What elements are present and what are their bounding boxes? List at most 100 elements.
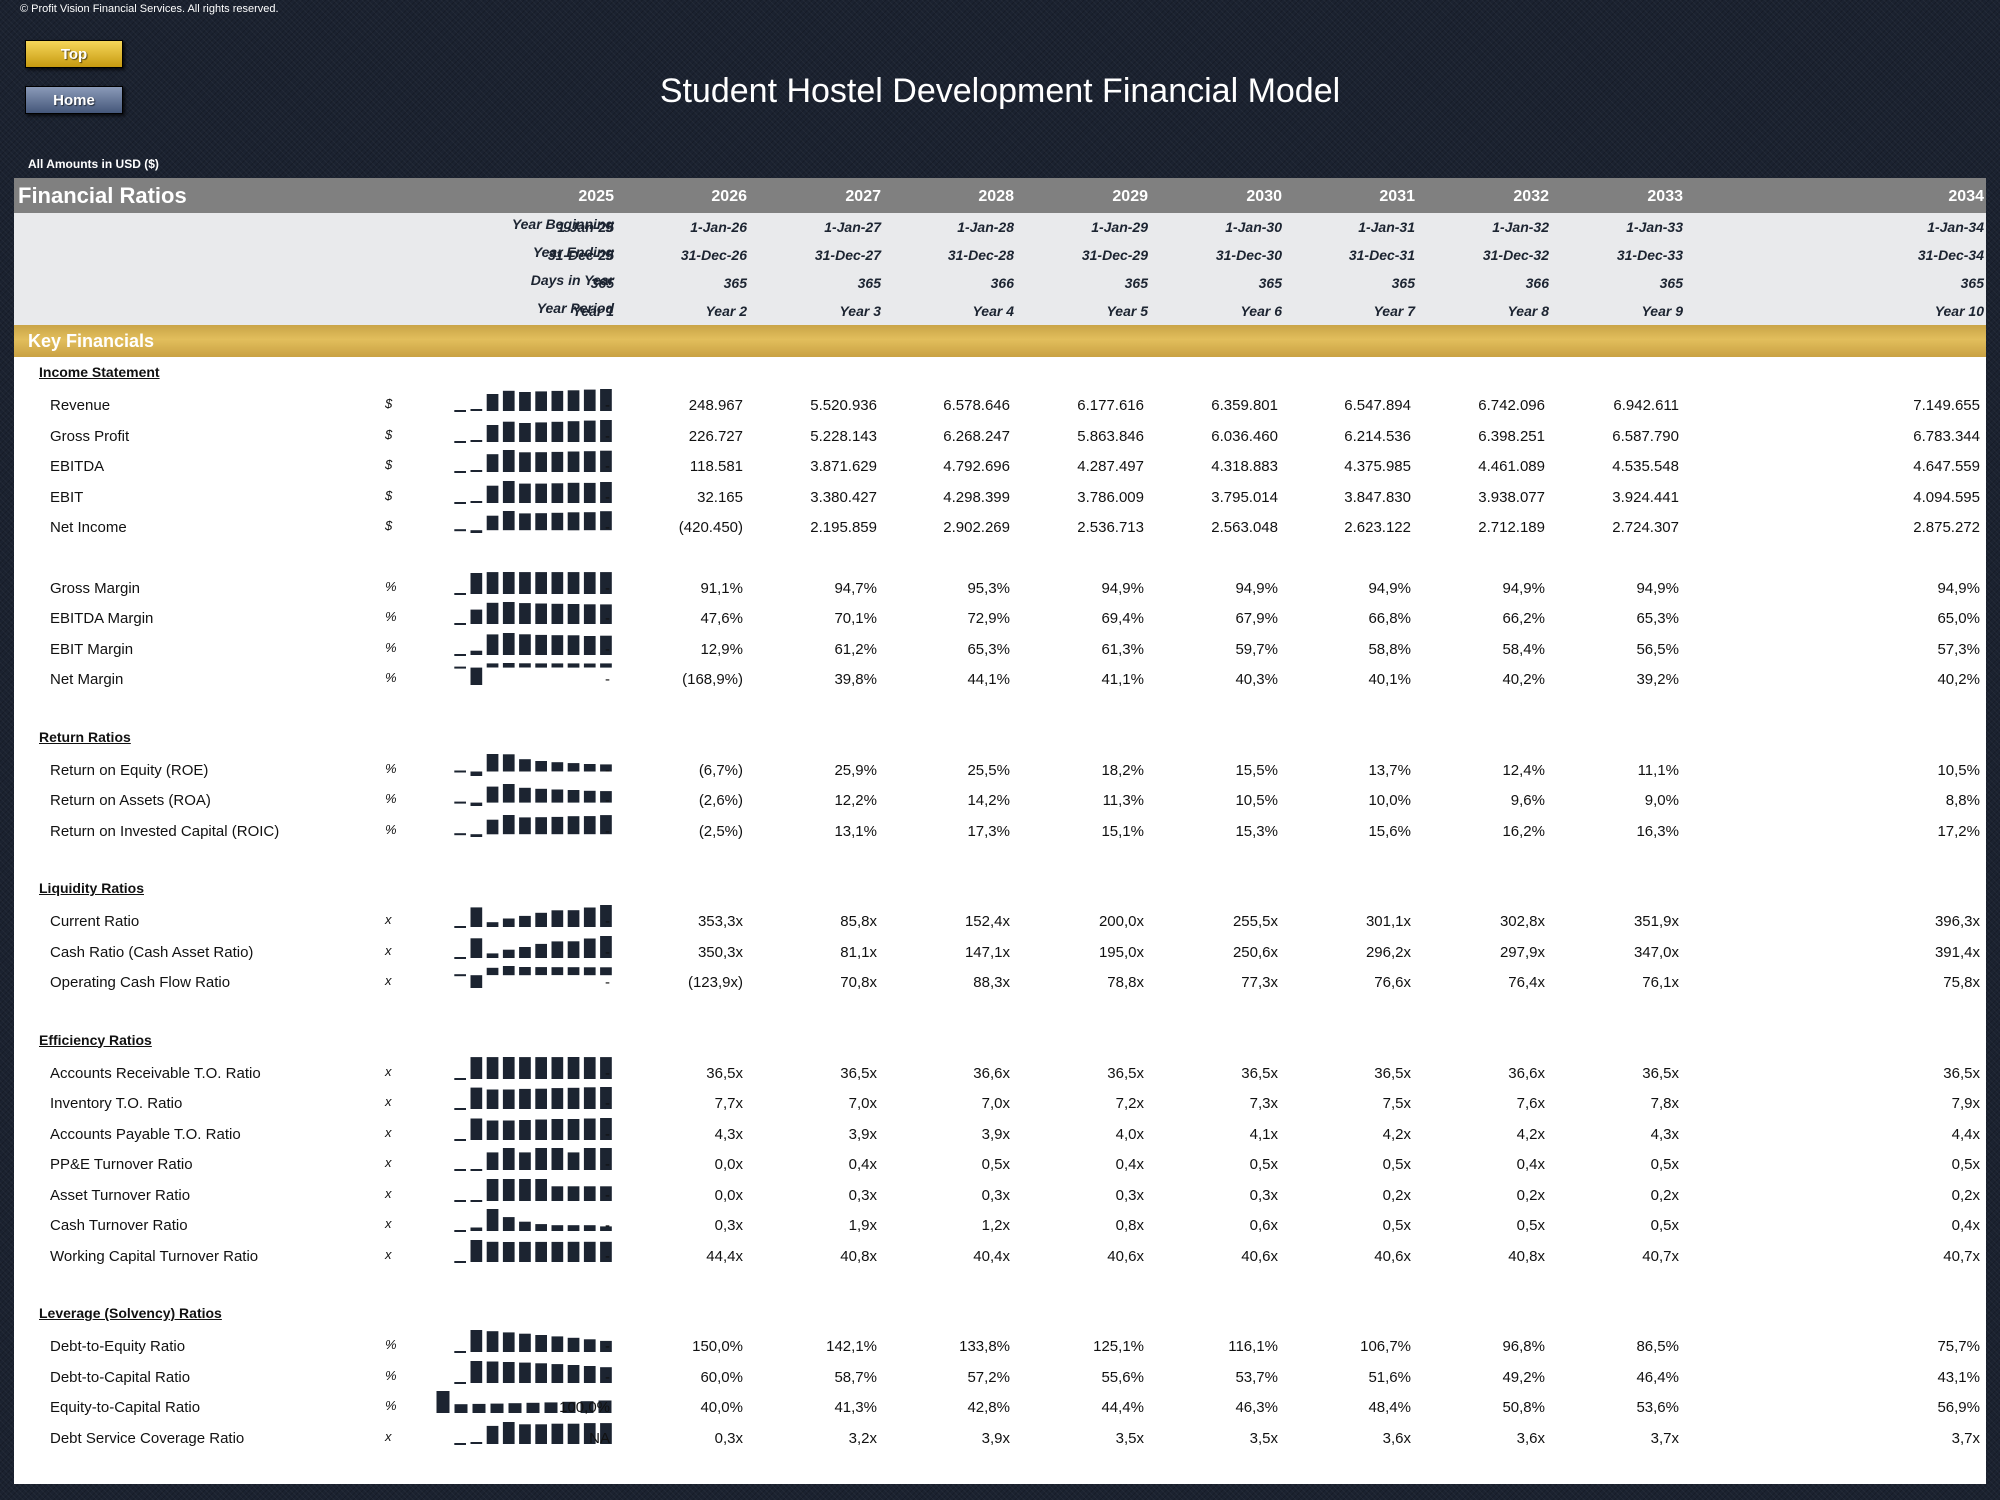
unit-label: % [385, 1337, 397, 1352]
sparkline-bar [551, 761, 564, 771]
sparkline-bar [470, 439, 483, 442]
sparkline-bar [535, 1148, 547, 1170]
sparkline-bar [535, 1362, 547, 1383]
sparkline-bar [472, 1403, 486, 1413]
row-value: 296,2x [1365, 943, 1411, 961]
row-value: 94,9% [1502, 579, 1545, 597]
row-value: 17,2% [1937, 822, 1980, 840]
sparkline-bar [567, 967, 580, 976]
row-value: 75,7% [1937, 1338, 1980, 1355]
sparkline-bar [486, 571, 499, 594]
meta-value: 1-Jan-29 [1091, 219, 1148, 235]
sparkline-bar [567, 1364, 580, 1383]
sparkline-bar [600, 905, 612, 927]
row-value: 0,3x [714, 1217, 743, 1234]
sparkline-bar [583, 907, 596, 927]
sparkline-bar [535, 391, 547, 411]
row-value: 297,9x [1499, 943, 1545, 961]
sparkline-bar [502, 1361, 515, 1383]
meta-value: 31-Dec-25 [547, 247, 614, 263]
sparkline-bar [502, 753, 515, 771]
row-label: Cash Ratio (Cash Asset Ratio) [50, 943, 254, 961]
row-label: EBITDA Margin [50, 610, 154, 627]
sparkline-chart [454, 753, 612, 776]
row-value: 55,6% [1101, 1368, 1144, 1386]
sparkline-bar [486, 424, 499, 442]
row-value: 4.535.548 [1612, 458, 1679, 475]
unit-label: % [385, 821, 397, 837]
row-label: Net Income [50, 519, 127, 536]
sparkline-bar [454, 1381, 466, 1384]
row-value: - [605, 792, 610, 809]
row-label: EBITDA [50, 458, 105, 475]
unit-label: % [385, 639, 397, 655]
sparkline-bar [454, 1077, 466, 1080]
row-value: - [605, 1125, 610, 1143]
sparkline-bar [583, 512, 596, 531]
unit-label: % [385, 609, 397, 624]
sparkline-bar [470, 500, 483, 503]
sparkline-bar [551, 1423, 564, 1444]
sparkline-bar [470, 975, 483, 988]
sparkline-bar [519, 1241, 531, 1262]
row-value: 12,9% [700, 640, 743, 658]
row-value: 3,5x [1249, 1429, 1278, 1447]
row-value: - [605, 913, 610, 930]
sparkline-bar [567, 420, 580, 442]
row-value: 106,7% [1360, 1338, 1411, 1355]
sparkline-bar [567, 482, 580, 503]
row-value: 76,1x [1642, 974, 1679, 991]
row-value: 40,2% [1502, 671, 1545, 688]
meta-value: 366 [1525, 275, 1549, 291]
home-button[interactable]: Home [25, 86, 123, 114]
sparkline-bar [454, 592, 466, 595]
sparkline-bar [567, 663, 580, 668]
sparkline-bar [470, 1330, 483, 1352]
sparkline-bar [583, 1118, 596, 1140]
row-value: 2.902.269 [943, 519, 1010, 536]
sparkline-bar [519, 1152, 531, 1170]
row-value: 36,5x [706, 1064, 743, 1082]
key-financials-title: Key Financials [28, 331, 155, 351]
row-value: 36,6x [973, 1064, 1010, 1082]
sparkline-bar [583, 604, 596, 624]
meta-value: 365 [1258, 275, 1282, 291]
row-value: 4.461.089 [1478, 458, 1545, 475]
sparkline-bar [519, 513, 531, 531]
sparkline-bar [470, 1441, 483, 1444]
top-button[interactable]: Top [25, 40, 123, 68]
meta-label: Days in Year [530, 272, 614, 288]
row-value: 25,5% [967, 761, 1010, 779]
row-label: Accounts Payable T.O. Ratio [50, 1125, 241, 1143]
period-info-band [14, 213, 1986, 325]
row-value: 11,3% [1102, 792, 1144, 809]
row-value: 301,1x [1365, 913, 1411, 930]
row-value: 16,3% [1636, 822, 1679, 840]
row-value: 4,2x [1516, 1125, 1545, 1143]
row-value: 40,2% [1937, 671, 1980, 688]
row-value: 347,0x [1633, 943, 1679, 961]
row-value: 6.942.611 [1613, 397, 1679, 414]
meta-label: Year Beginning [511, 216, 614, 232]
row-value: - [605, 427, 610, 445]
sparkline-bar [502, 602, 515, 624]
meta-value: 365 [1391, 275, 1415, 291]
row-value: 44,1% [967, 671, 1010, 688]
row-value: 4.318.883 [1211, 458, 1278, 475]
sparkline-bar [454, 801, 466, 804]
sparkline-chart [454, 602, 612, 625]
sparkline-bar [583, 763, 596, 771]
meta-value: 31-Dec-34 [1917, 247, 1984, 263]
row-value: 81,1x [840, 943, 877, 961]
sparkline-bar [551, 1336, 564, 1352]
row-value: (168,9%) [682, 671, 743, 688]
row-value: 17,3% [967, 822, 1010, 840]
row-value: - [605, 397, 610, 414]
meta-value: 31-Dec-28 [947, 247, 1014, 263]
row-value: 40,1% [1368, 671, 1411, 688]
row-value: 49,2% [1502, 1368, 1545, 1386]
unit-label: % [385, 578, 397, 594]
sparkline-bar [454, 832, 466, 835]
row-value: 2.195.859 [810, 519, 877, 536]
sparkline-bar [519, 1119, 531, 1140]
